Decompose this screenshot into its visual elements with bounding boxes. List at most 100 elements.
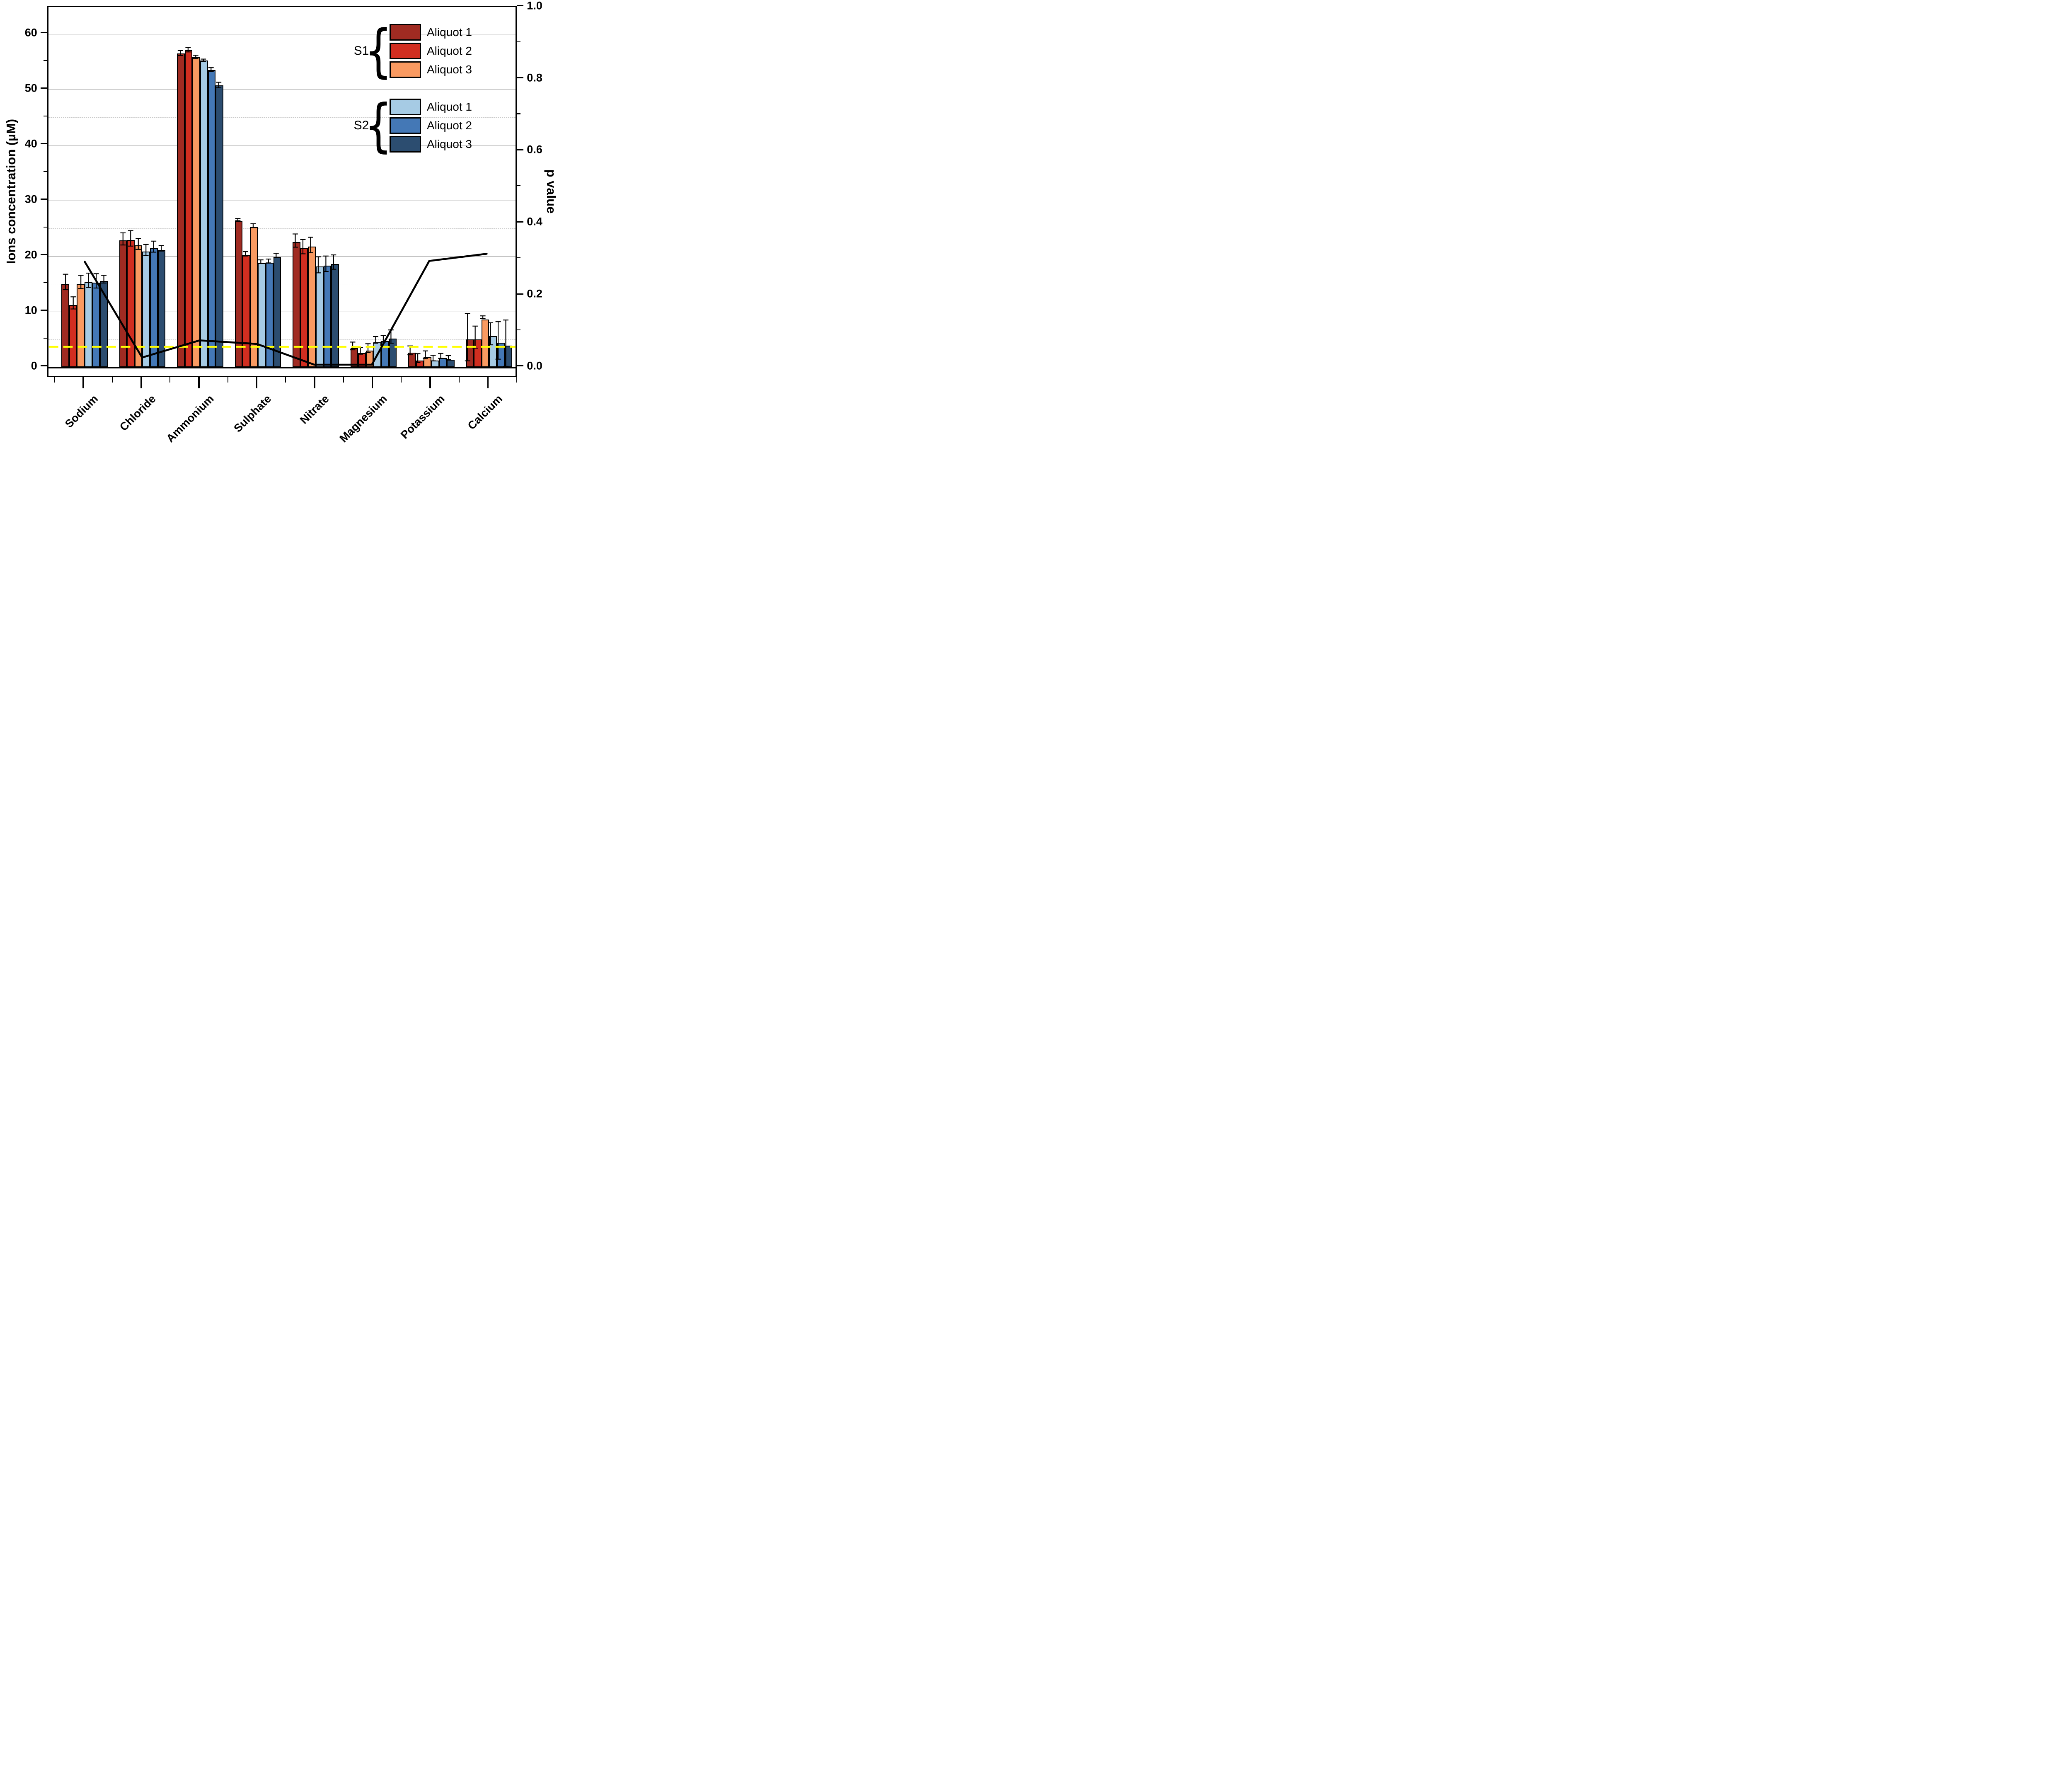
right-axis-minor-tick-0.5 <box>517 185 521 186</box>
bar-magnesium-s2-aliquot-3 <box>389 339 397 367</box>
gridline-minor-45 <box>48 117 516 118</box>
right-axis-major-tick-0.2 <box>517 293 524 295</box>
right-axis-minor-tick-0.3 <box>517 257 521 259</box>
left-axis-tick-label-0: 0 <box>31 359 37 372</box>
bar-sulphate-s1-aliquot-2 <box>242 255 250 367</box>
right-axis-tick-label-0.6: 0.6 <box>527 143 542 156</box>
bottom-axis-major-tick-nitrate <box>314 377 315 388</box>
bottom-axis-major-tick-ammonium <box>198 377 200 388</box>
right-axis-tick-label-0.4: 0.4 <box>527 215 542 228</box>
bar-potassium-s1-aliquot-2 <box>416 360 424 367</box>
gridline-major-20 <box>48 256 516 257</box>
legend-label-s2-aliquot-1: Aliquot 1 <box>427 100 472 113</box>
bar-chloride-s1-aliquot-2 <box>127 240 135 367</box>
left-axis-tick-label-50: 50 <box>24 82 37 94</box>
legend-label-s1-aliquot-3: Aliquot 3 <box>427 63 472 76</box>
left-axis-title: Ions concentration (µM) <box>4 119 18 264</box>
left-axis-tick-label-20: 20 <box>24 248 37 261</box>
left-axis-major-tick-60 <box>40 32 47 34</box>
bar-nitrate-s1-aliquot-3 <box>308 247 316 367</box>
bottom-axis-major-tick-magnesium <box>371 377 373 388</box>
bar-sodium-s2-aliquot-2 <box>92 283 100 367</box>
right-axis-minor-tick-0.7 <box>517 113 521 114</box>
bar-ammonium-s1-aliquot-3 <box>192 57 200 367</box>
bar-sodium-s1-aliquot-2 <box>69 305 77 367</box>
legend-swatch-s1-aliquot-3 <box>390 61 421 78</box>
bar-nitrate-s2-aliquot-3 <box>331 264 339 367</box>
left-axis-major-tick-50 <box>40 87 47 89</box>
bar-sulphate-s2-aliquot-2 <box>266 262 274 367</box>
bottom-axis-minor-tick-0 <box>54 377 55 383</box>
bottom-axis-major-tick-chloride <box>140 377 142 388</box>
bar-nitrate-s1-aliquot-1 <box>293 242 300 367</box>
bar-magnesium-s1-aliquot-2 <box>358 353 366 367</box>
bottom-axis-minor-tick-6 <box>401 377 402 383</box>
left-axis-major-tick-10 <box>40 310 47 311</box>
bar-chloride-s1-aliquot-1 <box>119 240 127 367</box>
bar-chloride-s1-aliquot-3 <box>134 245 143 367</box>
bottom-axis-major-tick-sodium <box>82 377 84 388</box>
bar-magnesium-s1-aliquot-1 <box>350 348 358 367</box>
left-axis-tick-label-10: 10 <box>24 304 37 317</box>
bar-magnesium-s1-aliquot-3 <box>366 350 374 367</box>
bar-chloride-s2-aliquot-3 <box>157 250 166 367</box>
bar-ammonium-s2-aliquot-3 <box>215 85 223 367</box>
right-axis-major-tick-1 <box>517 5 524 7</box>
left-axis-major-tick-30 <box>40 199 47 200</box>
right-axis-tick-label-0.2: 0.2 <box>527 287 542 300</box>
bar-sodium-s2-aliquot-1 <box>84 282 92 367</box>
left-axis-tick-label-40: 40 <box>24 137 37 150</box>
legend-swatch-s2-aliquot-2 <box>390 117 421 134</box>
legend-label-s1-aliquot-1: Aliquot 1 <box>427 26 472 39</box>
legend-swatch-s2-aliquot-3 <box>390 136 421 153</box>
bar-magnesium-s2-aliquot-1 <box>373 342 382 367</box>
bar-nitrate-s2-aliquot-1 <box>315 266 324 367</box>
bottom-axis-minor-tick-5 <box>343 377 344 383</box>
left-axis-minor-tick-55 <box>43 60 47 61</box>
bar-chloride-s2-aliquot-1 <box>142 252 150 367</box>
bar-potassium-s1-aliquot-1 <box>408 352 416 367</box>
x-tick-label-magnesium: Magnesium <box>337 392 390 445</box>
x-tick-label-sodium: Sodium <box>62 392 101 431</box>
legend-swatch-s1-aliquot-1 <box>390 24 421 41</box>
bar-ammonium-s1-aliquot-2 <box>184 50 193 367</box>
right-axis-major-tick-0 <box>517 365 524 367</box>
x-tick-label-potassium: Potassium <box>398 392 448 441</box>
left-axis-tick-label-60: 60 <box>24 26 37 39</box>
bar-calcium-s1-aliquot-3 <box>481 319 489 367</box>
legend-brace-s2: { <box>364 92 392 159</box>
x-tick-label-chloride: Chloride <box>117 392 158 433</box>
right-axis-tick-label-0.8: 0.8 <box>527 71 542 84</box>
right-axis-title: p value <box>544 169 559 214</box>
legend-brace-s1: { <box>364 17 392 85</box>
legend-swatch-s1-aliquot-2 <box>390 43 421 59</box>
right-axis-minor-tick-0.9 <box>517 41 521 42</box>
plot-area <box>47 6 517 377</box>
bar-sulphate-s1-aliquot-3 <box>250 227 258 367</box>
legend-swatch-s2-aliquot-1 <box>390 99 421 115</box>
legend-label-s2-aliquot-3: Aliquot 3 <box>427 138 472 150</box>
bar-nitrate-s2-aliquot-2 <box>323 265 332 367</box>
bar-calcium-s2-aliquot-2 <box>497 342 505 367</box>
bottom-axis-major-tick-potassium <box>429 377 431 388</box>
left-axis-minor-tick-15 <box>43 282 47 283</box>
right-axis-tick-label-1.0: 1.0 <box>527 0 542 12</box>
right-axis-major-tick-0.8 <box>517 77 524 79</box>
left-axis-major-tick-40 <box>40 143 47 145</box>
x-tick-label-nitrate: Nitrate <box>298 392 332 426</box>
left-axis-minor-tick-25 <box>43 226 47 228</box>
right-axis-minor-tick-0.1 <box>517 329 521 331</box>
bar-calcium-s2-aliquot-1 <box>489 336 497 367</box>
bar-calcium-s1-aliquot-2 <box>474 339 482 367</box>
bottom-axis-major-tick-sulphate <box>256 377 258 388</box>
left-axis-minor-tick-35 <box>43 171 47 172</box>
bottom-axis-minor-tick-1 <box>111 377 113 383</box>
figure: 0 10 20 30 40 50 60 0.0 0.2 0.4 0.6 0.8 1.0 Sodium Chl… <box>0 0 567 448</box>
right-axis-tick-label-0.0: 0.0 <box>527 359 542 372</box>
bar-sodium-s1-aliquot-3 <box>77 283 85 367</box>
bottom-axis-minor-tick-4 <box>285 377 286 383</box>
bar-sulphate-s2-aliquot-1 <box>258 263 266 367</box>
bottom-axis-major-tick-calcium <box>487 377 489 388</box>
x-tick-label-sulphate: Sulphate <box>231 392 274 435</box>
left-axis-major-tick-20 <box>40 254 47 256</box>
